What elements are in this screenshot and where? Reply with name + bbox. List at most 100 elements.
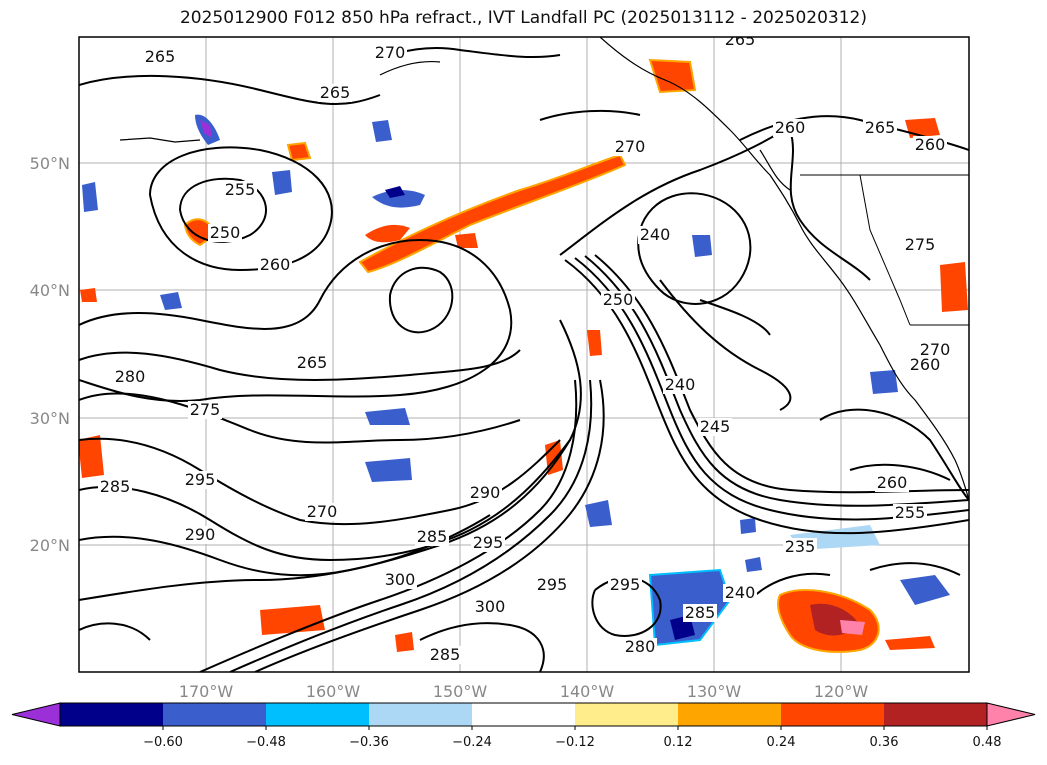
contour-label-bg xyxy=(623,638,657,656)
contour-label-bg xyxy=(468,484,502,502)
contour-label-bg xyxy=(258,256,292,274)
lat-label-40n: 40°N xyxy=(30,281,70,300)
colorbar-segment xyxy=(884,703,987,726)
contour-label: 260 xyxy=(775,118,806,137)
contour-label-bg xyxy=(383,571,417,589)
contour-label-bg xyxy=(638,226,672,244)
lon-label-140w: 140°W xyxy=(560,682,615,701)
colorbar-outline xyxy=(59,702,988,727)
contour-label-bg xyxy=(373,44,407,62)
contour-label: 260 xyxy=(915,135,946,154)
contour-label-bg xyxy=(318,84,352,102)
map-frame xyxy=(78,36,970,673)
colorbar-segment xyxy=(678,703,781,726)
contour-label-bg xyxy=(683,604,717,622)
contour-label: 255 xyxy=(895,503,926,522)
contour-label-bg xyxy=(875,474,909,492)
contour-label: 270 xyxy=(920,340,951,359)
contour-label-bg xyxy=(535,576,569,594)
contour-label-bg xyxy=(663,376,697,394)
lon-label-150w: 150°W xyxy=(433,682,488,701)
contour-label: 260 xyxy=(877,473,908,492)
contour-label: 270 xyxy=(307,502,338,521)
colorbar-segment xyxy=(575,703,678,726)
contour-label: 240 xyxy=(665,375,696,394)
contour-label: 280 xyxy=(115,367,146,386)
coastline xyxy=(119,37,969,501)
contour-label: 270 xyxy=(375,43,406,62)
lat-label-20n: 20°N xyxy=(30,536,70,555)
colorbar-tick-label: 0.48 xyxy=(973,735,1002,750)
colorbar-segment xyxy=(163,703,266,726)
colorbar-tick-label: 0.24 xyxy=(767,735,796,750)
contour-label: 285 xyxy=(685,603,716,622)
contour-label: 295 xyxy=(610,575,641,594)
lon-label-160w: 160°W xyxy=(306,682,361,701)
colorbar-segment xyxy=(472,703,575,726)
refractivity-contours xyxy=(79,47,969,672)
colorbar-tick-label: 0.36 xyxy=(870,735,899,750)
contour-label: 300 xyxy=(385,570,416,589)
lat-label-50n: 50°N xyxy=(30,154,70,173)
colorbar-extend-low xyxy=(11,702,61,727)
contour-label-bg xyxy=(918,341,952,359)
colorbar: −0.60 −0.48 −0.36 −0.24 −0.12 0.12 0.24 0.36 0.4… xyxy=(11,702,1036,750)
contour-label-bg xyxy=(305,503,339,521)
map-title: 2025012900 F012 850 hPa refract., IVT La… xyxy=(179,8,867,28)
contour-label-bg xyxy=(113,368,147,386)
contour-labels: 265 265 265 270 255 250 260 265 270 240 250 240 245 2… xyxy=(98,30,952,664)
contour-label-bg xyxy=(773,119,807,137)
contour-label-bg xyxy=(863,119,897,137)
contour-label-bg xyxy=(913,136,947,154)
colorbar-segment xyxy=(60,703,163,726)
contour-label-bg xyxy=(143,48,177,66)
lat-label-30n: 30°N xyxy=(30,409,70,428)
colorbar-tick-label: −0.36 xyxy=(349,735,389,750)
contour-label: 265 xyxy=(145,47,176,66)
colorbar-tick-label: −0.60 xyxy=(143,735,183,750)
contour-label: 295 xyxy=(185,470,216,489)
colorbar-tick-label: −0.12 xyxy=(555,735,595,750)
contour-label-bg xyxy=(223,181,257,199)
contour-label: 250 xyxy=(210,223,241,242)
colorbar-segment xyxy=(781,703,884,726)
contour-label-bg xyxy=(183,471,217,489)
contour-label: 280 xyxy=(625,637,656,656)
colorbar-segment xyxy=(369,703,472,726)
contour-label-bg xyxy=(783,538,817,556)
map-plot-area: 265 265 265 270 255 250 260 265 270 240 250 240 245 2… xyxy=(79,30,969,672)
contour-label-bg xyxy=(473,598,507,616)
contour-label-bg xyxy=(903,236,937,254)
contour-label-bg xyxy=(698,418,732,436)
contour-label: 285 xyxy=(417,527,448,546)
contour-label-bg xyxy=(188,401,222,419)
colorbar-tick-label: 0.12 xyxy=(664,735,693,750)
contour-label: 265 xyxy=(320,83,351,102)
contour-label-bg xyxy=(295,354,329,372)
contour-label: 245 xyxy=(700,417,731,436)
contour-label-bg xyxy=(415,528,449,546)
lon-label-120w: 120°W xyxy=(814,682,869,701)
contour-label: 240 xyxy=(640,225,671,244)
lon-label-130w: 130°W xyxy=(687,682,742,701)
contour-label: 250 xyxy=(603,290,634,309)
contour-label-bg xyxy=(613,138,647,156)
contour-label: 240 xyxy=(725,583,756,602)
contour-label: 275 xyxy=(905,235,936,254)
colorbar-segment xyxy=(266,703,369,726)
contour-label-bg xyxy=(183,526,217,544)
contour-label: 265 xyxy=(865,118,896,137)
contour-label-bg xyxy=(723,37,757,49)
contour-label: 270 xyxy=(615,137,646,156)
contour-label: 260 xyxy=(260,255,291,274)
contour-label: 265 xyxy=(725,30,756,49)
contour-label: 285 xyxy=(430,645,461,664)
contour-label-bg xyxy=(601,291,635,309)
contour-label-bg xyxy=(208,224,242,242)
contour-label-bg xyxy=(723,584,757,602)
contour-label: 290 xyxy=(470,483,501,502)
contour-label-bg xyxy=(471,534,505,552)
colorbar-tick-label: −0.24 xyxy=(452,735,492,750)
colorbar-tick-label: −0.48 xyxy=(246,735,286,750)
contour-label-bg xyxy=(908,356,942,374)
